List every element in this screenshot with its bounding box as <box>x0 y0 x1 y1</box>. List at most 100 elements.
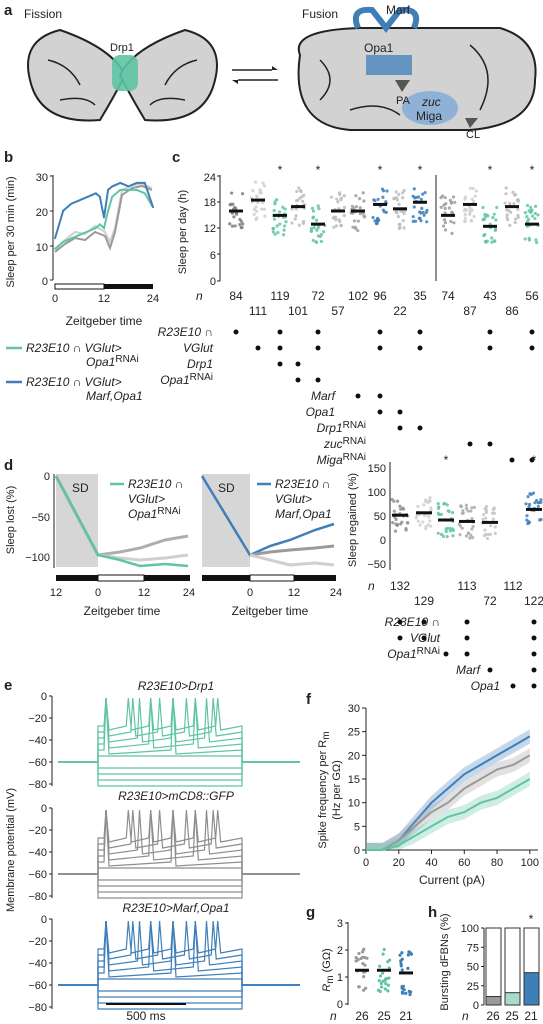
g-dot <box>379 981 383 986</box>
b-legend-blue-l2: Marf,Opa1 <box>86 389 143 403</box>
d-dot <box>416 519 420 523</box>
e-trace <box>58 867 300 875</box>
c-n-bot-0: 111 <box>249 304 268 318</box>
d-star-0: * <box>444 453 449 467</box>
c-dot <box>443 228 448 232</box>
c-dot <box>376 197 380 201</box>
c-dot <box>299 189 303 194</box>
f-xtick-label: 80 <box>491 857 503 869</box>
f-xtick-label: 0 <box>363 857 369 869</box>
c-dot <box>451 195 456 199</box>
c-dot <box>252 212 256 216</box>
panel-d-ylabel: Sleep lost (%) <box>5 486 17 554</box>
c-dot <box>253 180 258 184</box>
g-dot <box>378 964 382 968</box>
d-xtick-4: 0 <box>247 587 253 599</box>
c-dot <box>395 198 400 202</box>
e-trace <box>58 761 300 769</box>
c-dot <box>312 226 316 230</box>
c-dot <box>260 207 264 211</box>
c-dot <box>301 219 306 224</box>
d-regain-ytick-2: 50 <box>374 511 386 523</box>
c-dot <box>339 223 343 228</box>
c-genotype-dots <box>233 329 535 463</box>
d-regain-ylabel: Sleep regained (%) <box>347 473 359 567</box>
b-point-1-0 <box>54 237 56 240</box>
c-dot <box>294 199 299 203</box>
e-tick-label: 0 <box>41 803 47 815</box>
panel-letter-e: e <box>4 677 12 694</box>
d-genotype-dots <box>397 619 537 689</box>
b-point-1-10 <box>119 182 122 184</box>
e-tick-label: −40 <box>28 735 47 747</box>
c-dot <box>276 230 280 235</box>
b-xtick-0: 0 <box>52 293 58 305</box>
c-dot <box>380 187 385 191</box>
b-point-1-5 <box>94 192 97 195</box>
e-trace <box>58 697 300 763</box>
c-dot <box>449 200 454 204</box>
d-dot <box>436 531 440 535</box>
c-dot <box>263 214 267 218</box>
f-line-2 <box>366 778 531 851</box>
c-dot <box>494 218 498 222</box>
c-dot <box>262 207 266 211</box>
g-dot <box>383 987 387 991</box>
panel-letter-f: f <box>306 691 312 708</box>
c-dot <box>228 222 232 226</box>
g-dot <box>406 966 410 970</box>
d-dot <box>524 502 528 506</box>
c-dot <box>377 218 381 222</box>
c-dot <box>425 220 429 224</box>
d-dot <box>436 511 440 516</box>
c-star-4: * <box>488 163 493 177</box>
c-dot <box>255 195 259 199</box>
c-dot <box>293 217 297 221</box>
d-row-0: R23E10 ∩ <box>385 615 440 629</box>
c-dot <box>311 238 315 243</box>
c-dot <box>295 189 299 194</box>
c-dot <box>533 216 537 221</box>
c-dot <box>401 218 405 223</box>
c-row-3: Opa1RNAi <box>160 372 213 387</box>
c-dot <box>231 202 235 206</box>
c-dot <box>443 211 447 215</box>
b-point-1-8 <box>107 188 109 191</box>
c-dot <box>503 201 507 205</box>
d-dot <box>472 505 476 509</box>
c-dot <box>373 219 377 223</box>
c-dot <box>492 239 497 243</box>
c-dot <box>311 209 316 213</box>
g-dot <box>381 979 385 983</box>
d-dot <box>428 519 432 523</box>
g-dot <box>387 966 391 970</box>
c-dot <box>392 196 396 200</box>
panel-letter-d: d <box>4 457 13 474</box>
d-dot <box>404 526 408 531</box>
c-dot <box>463 197 467 201</box>
d-row-4: Opa1 <box>471 679 500 693</box>
e-trace <box>58 697 300 763</box>
c-dot <box>530 214 535 218</box>
e-trace <box>58 755 300 763</box>
c-dot <box>356 229 360 233</box>
b-point-0-10 <box>119 188 122 191</box>
b-point-1-4 <box>86 195 89 198</box>
c-dot <box>282 228 286 232</box>
c-n-top-7: 43 <box>483 289 497 303</box>
g-dot <box>360 955 365 959</box>
c-dot <box>483 212 487 217</box>
d-regain-ytick-1: 100 <box>368 487 386 499</box>
g-dot <box>377 979 381 983</box>
opa1-label: Opa1 <box>364 41 394 55</box>
fission-mitochondria-icon <box>27 28 218 122</box>
d-dot <box>418 523 422 527</box>
c-dot <box>337 218 341 222</box>
h-bar-0 <box>485 996 502 1006</box>
e-trace <box>58 809 300 875</box>
panel-h: h Bursting dFBNs (%) 0 25 50 75 100 * n 26 2… <box>428 904 540 1023</box>
c-dot <box>251 188 255 193</box>
panel-d-scatter: * * <box>390 453 543 541</box>
c-dot <box>271 226 275 231</box>
e-tick-label: −20 <box>28 713 47 725</box>
